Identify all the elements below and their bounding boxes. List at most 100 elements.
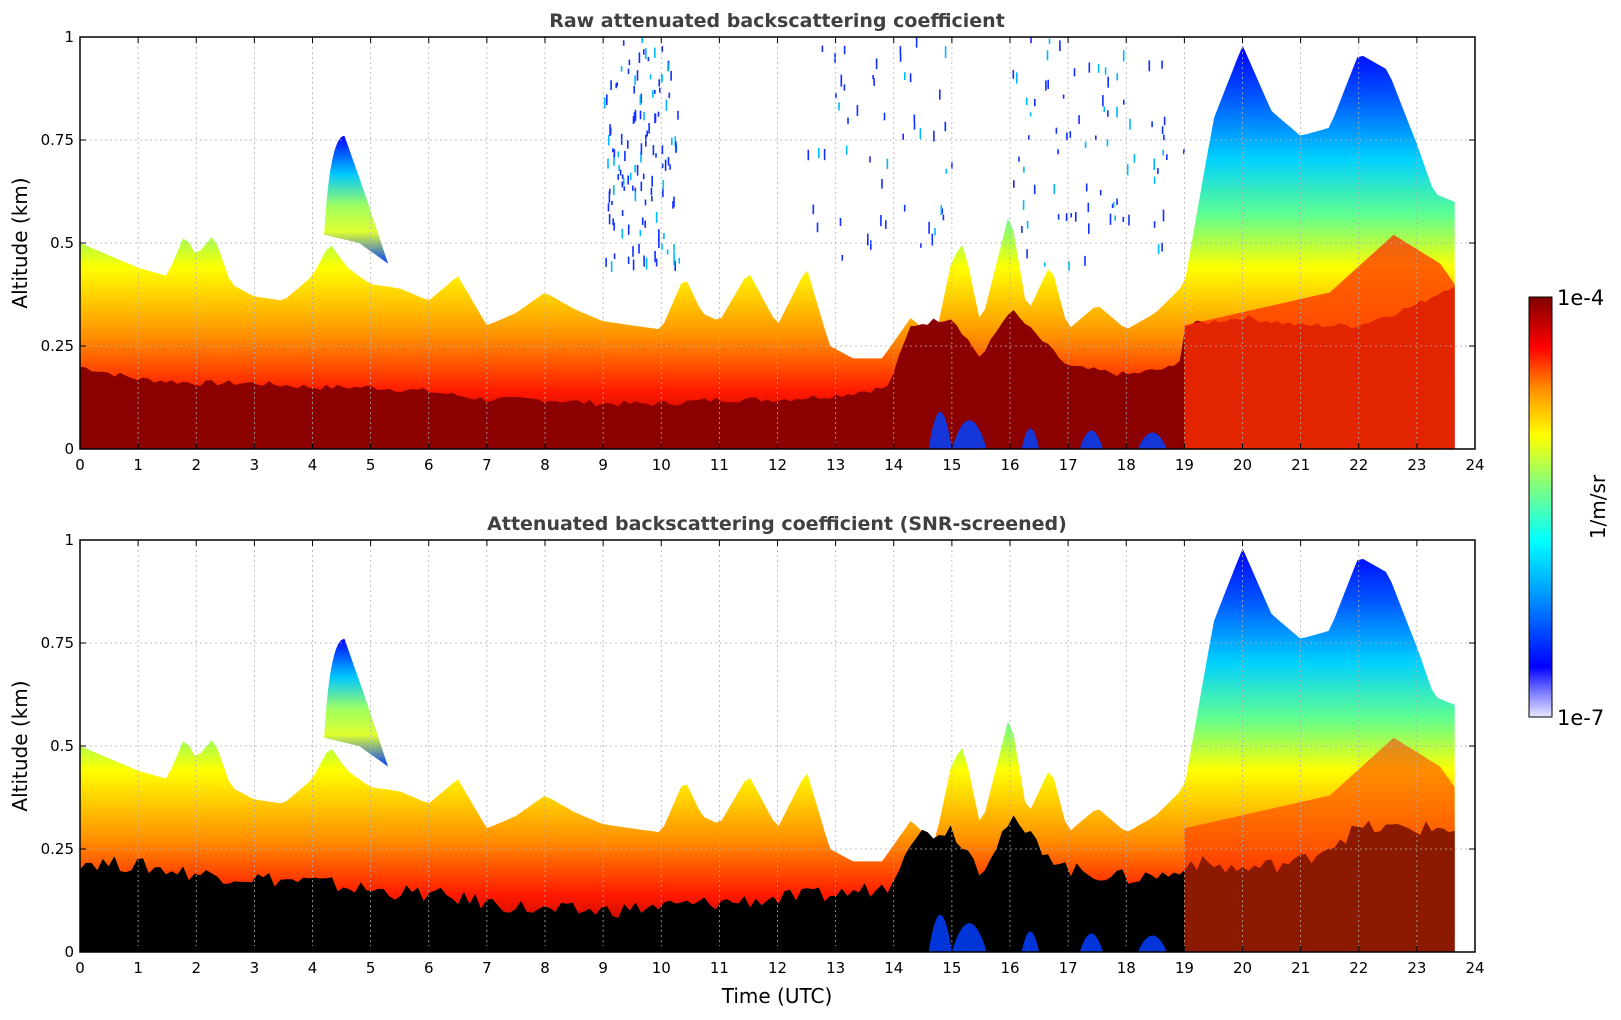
noise-speck [1068, 261, 1070, 271]
noise-speck [651, 196, 653, 202]
noise-speck [1075, 212, 1077, 222]
x-tick-label: 13 [826, 959, 845, 977]
cloud-column [928, 411, 952, 449]
noise-speck [1161, 126, 1164, 135]
noise-speck [1022, 200, 1025, 210]
x-tick-label: 2 [191, 456, 201, 474]
cloud-column [1079, 430, 1103, 449]
noise-speck [875, 58, 878, 70]
noise-speck [1029, 112, 1032, 117]
noise-speck [1057, 214, 1060, 220]
noise-speck [1095, 135, 1097, 141]
x-tick-label: 22 [1349, 959, 1368, 977]
noise-speck [662, 180, 665, 190]
noise-speck [647, 57, 650, 62]
aerosol-layer [80, 45, 1455, 449]
noise-speck [646, 130, 648, 137]
noise-speck [1122, 50, 1125, 62]
noise-speck [1026, 249, 1028, 259]
noise-speck [607, 158, 609, 169]
noise-speck [940, 205, 943, 216]
noise-speck [1034, 98, 1036, 107]
noise-speck [652, 90, 654, 98]
noise-speck [620, 133, 623, 145]
y-tick-label: 1 [64, 531, 74, 549]
noise-speck [645, 257, 648, 270]
x-tick-label: 5 [366, 456, 376, 474]
noise-speck [840, 74, 843, 87]
noise-speck [1013, 180, 1015, 188]
noise-speck [633, 112, 636, 123]
noise-speck [951, 161, 953, 169]
noise-speck [902, 133, 904, 140]
noise-speck [667, 62, 669, 72]
x-tick-label: 7 [482, 456, 492, 474]
noise-speck [654, 47, 656, 58]
noise-speck [931, 233, 934, 246]
noise-speck [661, 46, 664, 52]
noise-speck [634, 187, 637, 194]
noise-speck [1057, 149, 1059, 155]
noise-speck [821, 45, 824, 53]
y-tick-label: 0.75 [41, 634, 74, 652]
noise-speck [1128, 214, 1130, 226]
colorbar-max-label: 1e-4 [1557, 286, 1604, 310]
noise-speck [841, 255, 844, 261]
x-tick-label: 21 [1291, 456, 1310, 474]
raw-backscatter-panel: Raw attenuated backscattering coefficien… [8, 10, 1485, 474]
x-tick-label: 22 [1349, 456, 1368, 474]
noise-speck [1088, 62, 1091, 73]
noise-speck [673, 196, 675, 208]
noise-speck [622, 178, 625, 185]
noise-speck [1163, 116, 1166, 126]
x-tick-label: 4 [308, 959, 318, 977]
noise-speck [606, 94, 608, 105]
noise-speck [1107, 110, 1109, 117]
noise-speck [1104, 67, 1107, 75]
noise-speck [643, 255, 645, 267]
noise-speck [944, 121, 947, 132]
noise-speck [644, 199, 647, 206]
y-tick-label: 0.75 [41, 131, 74, 149]
noise-speck [640, 143, 643, 155]
noise-speck [639, 95, 642, 106]
noise-speck [605, 257, 607, 267]
noise-speck [661, 145, 664, 155]
noise-speck [636, 165, 639, 176]
noise-speck [1099, 190, 1102, 196]
noise-speck [1087, 202, 1090, 213]
noise-speck [909, 73, 912, 83]
noise-speck [638, 52, 641, 63]
noise-speck [641, 217, 644, 225]
noise-speck [1030, 37, 1032, 44]
x-tick-label: 1 [133, 456, 143, 474]
noise-speck [1163, 134, 1165, 141]
noise-speck [618, 165, 620, 171]
noise-speck [941, 208, 944, 214]
noise-speck [672, 201, 674, 209]
y-tick-label: 0.5 [50, 234, 74, 252]
noise-speck [834, 53, 836, 63]
noise-speck [612, 148, 614, 153]
aerosol-layer [80, 548, 1455, 952]
noise-speck [867, 233, 869, 246]
noise-speck [621, 174, 624, 180]
noise-speck [1070, 213, 1072, 218]
noise-speck [658, 238, 660, 249]
noise-speck [870, 240, 872, 250]
noise-speck [1073, 68, 1076, 77]
noise-speck [651, 175, 653, 187]
noise-speck [634, 165, 636, 173]
cloud-column [951, 420, 987, 449]
dense-core-layer [80, 815, 1455, 952]
noise-speck [899, 54, 902, 62]
convective-region [1184, 737, 1455, 952]
noise-speck [1162, 209, 1165, 222]
noise-speck [661, 163, 664, 169]
x-tick-label: 0 [75, 456, 85, 474]
noise-speck [673, 257, 675, 266]
noise-speck [856, 105, 859, 116]
x-tick-label: 20 [1233, 959, 1252, 977]
x-tick-label: 19 [1175, 959, 1194, 977]
noise-speck [1016, 72, 1018, 84]
